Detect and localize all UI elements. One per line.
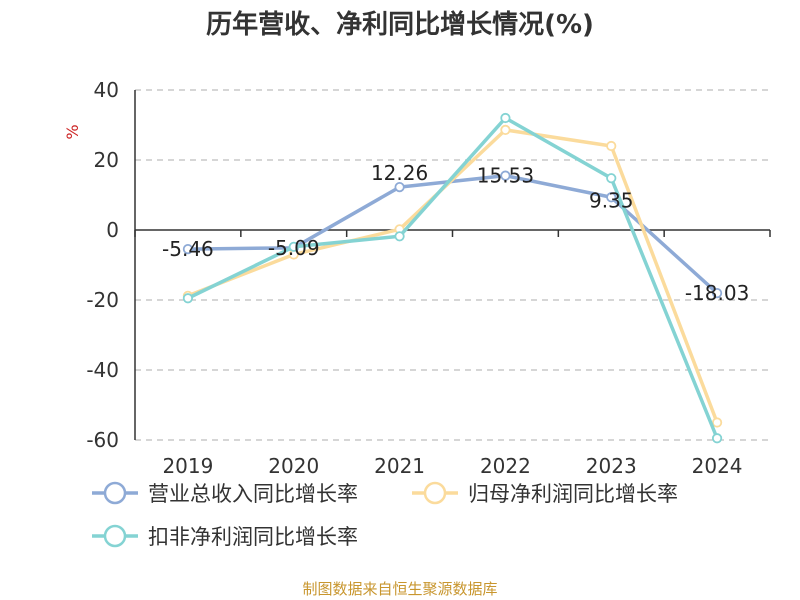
axes [134,90,771,440]
data-label: -5.46 [162,237,214,261]
y-tick-label: 40 [94,78,119,102]
data-label: 9.35 [589,188,634,212]
data-point[interactable] [500,112,511,124]
legend-item[interactable]: 归母净利润同比增长率 [412,481,678,506]
series-3 [182,112,723,444]
legend-circle-icon [103,481,127,505]
series-line [187,128,719,424]
x-tick-label: 2023 [586,454,637,478]
data-point[interactable] [711,288,723,299]
data-point[interactable] [500,124,511,135]
data-label: -18.03 [685,281,749,305]
y-tick-label: 0 [106,218,119,242]
grid-lines [135,89,770,441]
y-tick-labels: 40 20 0 -20 -40 -60 [86,78,119,452]
data-point[interactable] [182,244,194,255]
data-labels: -5.46 -5.09 12.26 15.53 9.35 -18.03 [162,161,749,305]
y-tick-label: -20 [86,288,119,312]
legend-circle-icon [423,481,447,505]
y-tick-label: 20 [94,148,119,172]
data-point[interactable] [606,140,617,152]
legend-item[interactable]: 扣非净利润同比增长率 [92,524,358,549]
series-2 [182,124,723,428]
legend-item[interactable]: 营业总收入同比增长率 [92,481,358,506]
legend-label: 营业总收入同比增长率 [148,482,358,506]
data-label: 15.53 [477,164,534,188]
data-point[interactable] [711,433,723,444]
legend-circle-icon [103,524,127,548]
data-point[interactable] [606,192,617,203]
series-line [187,116,719,439]
x-tick-label: 2024 [692,454,743,478]
y-axis-label: % [63,124,82,139]
y-tick-label: -40 [86,358,119,382]
x-tick-label: 2019 [162,454,213,478]
data-label: 12.26 [371,161,428,185]
data-source-note: 制图数据来自恒生聚源数据库 [302,580,498,598]
legend-label: 归母净利润同比增长率 [468,482,678,506]
legend-label: 扣非净利润同比增长率 [148,525,358,549]
data-point[interactable] [394,181,405,193]
chart-title: 历年营收、净利同比增长情况(%) [206,10,594,40]
series-group [182,112,723,444]
data-point[interactable] [288,241,299,252]
data-point[interactable] [711,417,723,428]
x-tick-label: 2020 [268,454,319,478]
data-point[interactable] [182,293,194,304]
x-tick-label: 2022 [480,454,531,478]
x-tick-labels: 2019 2020 2021 2022 2023 2024 [162,454,742,478]
data-label: -5.09 [268,236,320,260]
data-point[interactable] [394,231,405,242]
data-point[interactable] [500,170,511,181]
y-tick-label: -60 [86,428,119,452]
data-point[interactable] [606,173,617,184]
x-tick-label: 2021 [374,454,425,478]
